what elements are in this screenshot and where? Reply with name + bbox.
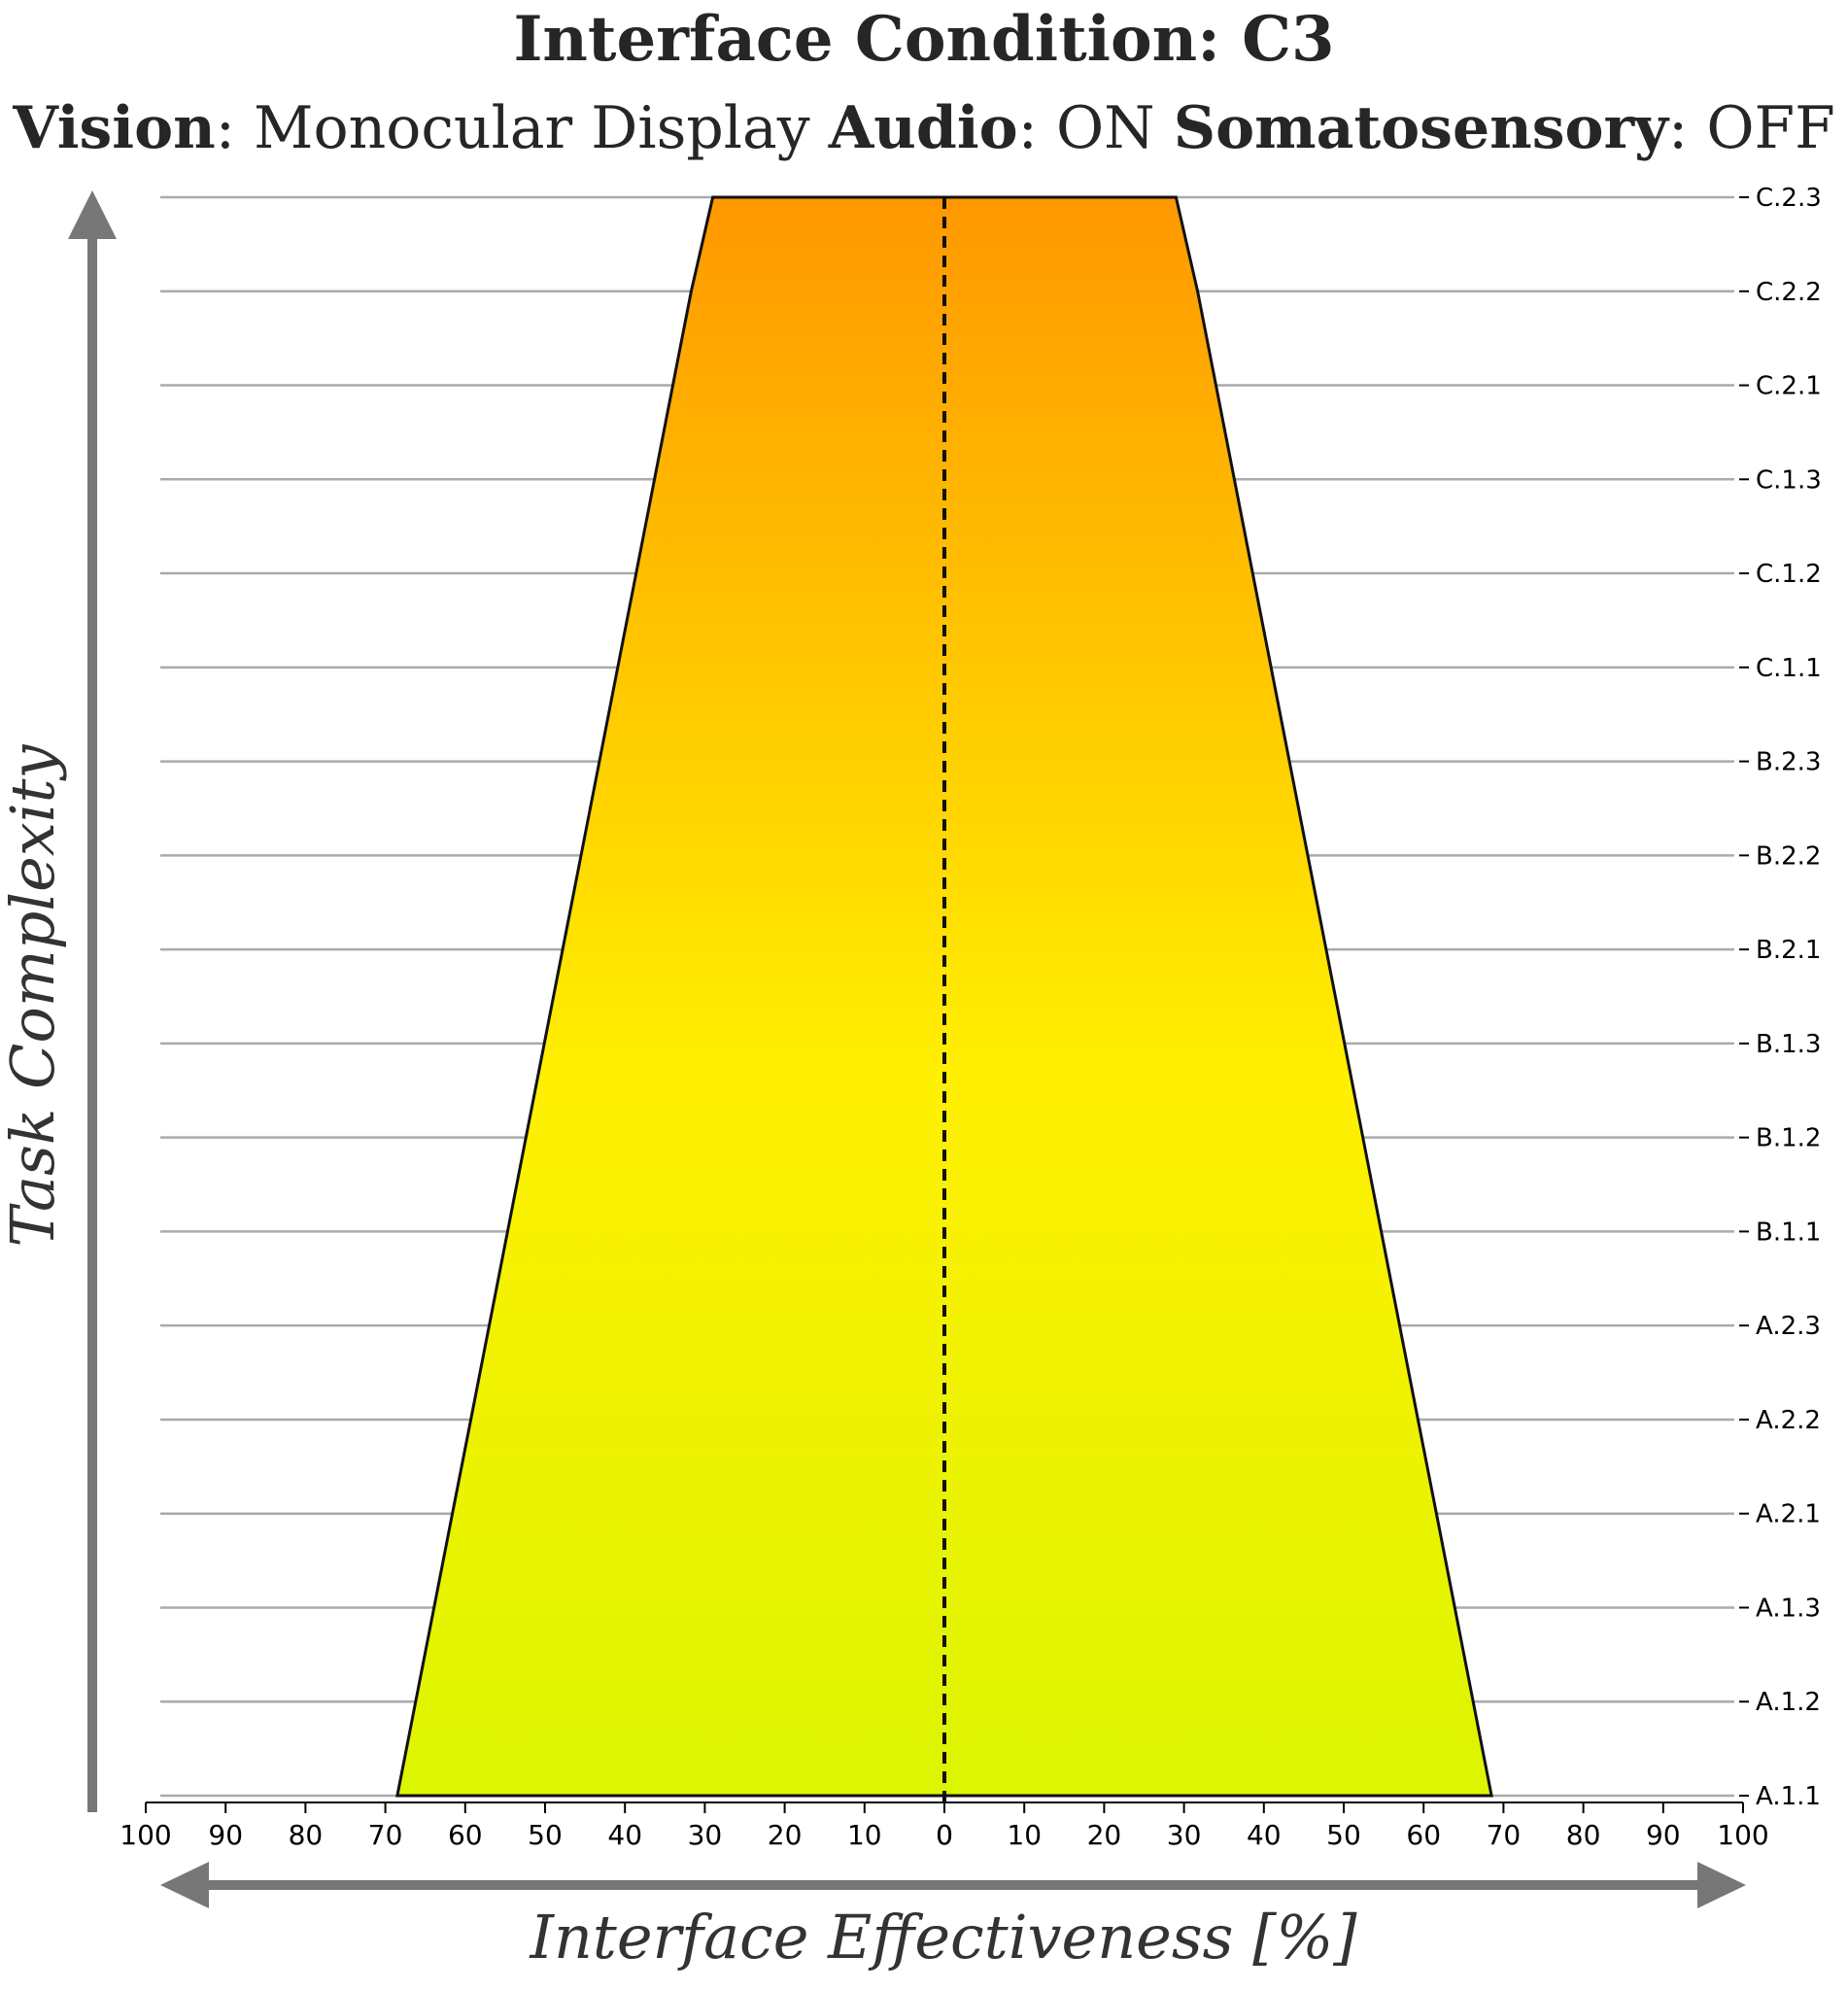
chart-title: Interface Condition: C3 [513,3,1334,76]
subtitle-somatosensory-value: : OFF [1668,94,1835,162]
x-tick-label: 60 [448,1819,483,1851]
x-axis-ticks: 100 90 80 70 60 50 40 30 20 10 0 0 10 20 30 40 50 60 70 80 9… [120,1802,1769,1851]
x-tick-label: 100 [1717,1819,1768,1851]
y-axis-arrow-head [68,190,117,239]
y-tick-label: B.1.1 [1756,1218,1821,1247]
x-tick-label: 20 [1087,1819,1122,1851]
subtitle-audio-label: Audio [828,94,1018,162]
y-axis-arrow [68,190,117,1812]
x-tick-label: 10 [1007,1819,1042,1851]
y-tick-label: A.1.3 [1756,1594,1821,1623]
x-tick-label: 0 [936,1819,953,1851]
y-tick-label: C.2.1 [1756,372,1822,401]
x-tick-label: 40 [607,1819,642,1851]
y-tick-label: C.2.3 [1756,184,1822,213]
x-tick-label: 80 [1566,1819,1601,1851]
y-tick-label: B.1.2 [1756,1124,1821,1153]
subtitle-somatosensory-label: Somatosensory [1174,94,1670,162]
subtitle-vision-value: : Monocular Display [216,94,829,162]
y-tick-label: A.2.1 [1756,1500,1821,1529]
x-tick-label: 20 [768,1819,803,1851]
x-tick-label: 30 [1167,1819,1202,1851]
y-tick-label: A.2.3 [1756,1312,1821,1341]
subtitle-vision-label: Vision [12,94,216,162]
y-tick-label: A.2.2 [1756,1406,1821,1435]
x-axis-arrow [160,1862,1746,1908]
y-tick-label: C.2.2 [1756,278,1822,307]
chart-subtitle: Vision: Monocular Display Audio: ON Soma… [12,94,1835,162]
y-tick-label: C.1.3 [1756,465,1822,495]
y-axis-ticks: A.1.1 A.1.2 A.1.3 A.2.1 A.2.2 A.2.3 B.1.1 B.1.2… [1739,184,1822,1811]
x-tick-label: 60 [1406,1819,1441,1851]
x-tick-label: 90 [208,1819,243,1851]
x-axis-title: Interface Effectiveness [%] [529,1902,1357,1973]
x-tick-label: 40 [1247,1819,1282,1851]
subtitle-audio-value: : ON [1018,94,1174,162]
y-tick-label: A.1.1 [1756,1782,1821,1811]
x-tick-label: 50 [1326,1819,1361,1851]
y-tick-label: B.2.2 [1756,841,1821,871]
x-tick-label: 80 [289,1819,324,1851]
y-tick-label: B.2.3 [1756,748,1821,777]
y-tick-label: A.1.2 [1756,1688,1821,1717]
x-tick-label: 0 [936,1819,953,1851]
x-axis-arrow-head-right [1697,1862,1746,1908]
x-tick-label: 10 [847,1819,882,1851]
x-tick-label: 70 [368,1819,403,1851]
x-tick-label: 30 [688,1819,723,1851]
y-axis-title: Task Complexity [0,743,68,1247]
y-tick-label: B.1.3 [1756,1030,1821,1059]
x-axis-arrow-head-left [160,1862,209,1908]
y-tick-label: C.1.2 [1756,560,1822,589]
x-tick-label: 100 [120,1819,171,1851]
x-tick-label: 50 [528,1819,563,1851]
x-tick-label: 70 [1487,1819,1522,1851]
y-tick-label: C.1.1 [1756,654,1822,683]
y-tick-label: B.2.1 [1756,936,1821,965]
x-tick-label: 90 [1646,1819,1681,1851]
